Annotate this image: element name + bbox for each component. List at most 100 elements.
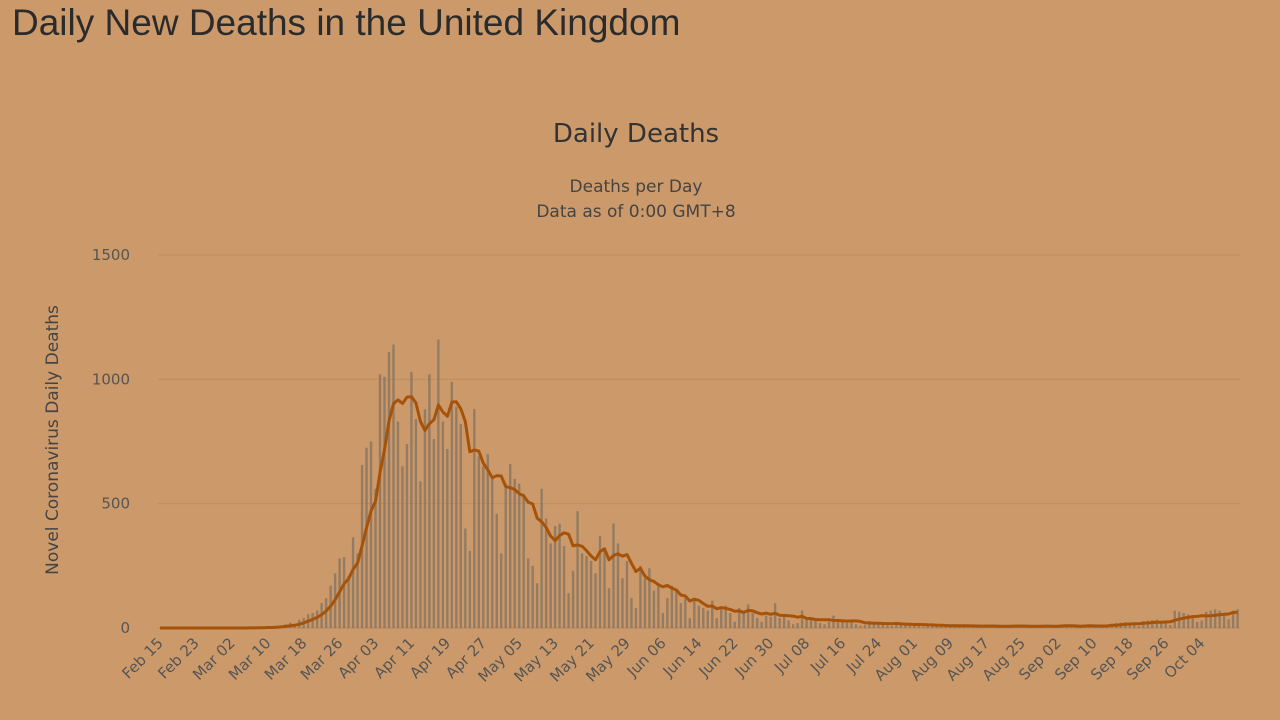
y-tick-label: 500: [101, 495, 130, 513]
bar: [598, 535, 602, 628]
chart-subtitle-1: Deaths per Day: [570, 177, 703, 197]
bar: [836, 619, 840, 628]
bar: [872, 621, 876, 628]
bar: [562, 545, 566, 628]
bar: [522, 493, 525, 628]
bar: [778, 618, 781, 628]
bar: [396, 421, 400, 628]
bar: [1204, 611, 1208, 628]
bar: [1164, 623, 1167, 628]
bar: [531, 565, 534, 628]
bar: [702, 608, 705, 628]
bar: [980, 627, 983, 628]
bar: [1169, 625, 1172, 628]
bar: [949, 626, 952, 628]
bar: [845, 623, 849, 628]
bar: [446, 448, 449, 628]
bar: [1187, 614, 1190, 628]
bar: [724, 605, 727, 628]
bar: [877, 623, 880, 628]
bar: [432, 439, 436, 628]
bar: [342, 557, 346, 628]
bar: [1137, 626, 1141, 628]
bar: [612, 523, 615, 628]
bar: [791, 624, 795, 628]
y-tick-label: 1000: [92, 370, 130, 388]
bar: [383, 376, 386, 628]
bar: [365, 447, 368, 628]
bar: [486, 453, 489, 628]
x-tick-label: Jul 08: [770, 634, 813, 677]
bar: [661, 613, 665, 628]
bar: [1160, 623, 1163, 628]
bar: [374, 488, 377, 628]
bar: [324, 598, 328, 628]
bar: [787, 620, 790, 628]
bar: [908, 624, 912, 628]
bar: [1070, 626, 1073, 628]
bar: [428, 374, 431, 628]
bar: [1227, 619, 1230, 628]
bar: [643, 578, 647, 628]
bar: [769, 616, 772, 628]
bar: [441, 421, 445, 628]
bar: [549, 543, 552, 628]
bar: [414, 419, 418, 628]
chart-title: Daily Deaths: [553, 119, 719, 149]
page-title: Daily New Deaths in the United Kingdom: [12, 2, 681, 43]
chart-subtitle-2: Data as of 0:00 GMT+8: [536, 202, 735, 222]
bar: [818, 623, 822, 628]
bar: [648, 568, 651, 628]
y-tick-label: 0: [120, 619, 130, 637]
bar: [922, 626, 925, 628]
bar: [351, 537, 355, 628]
bar: [895, 623, 898, 628]
bar: [913, 625, 916, 628]
bar: [594, 573, 597, 628]
bar: [697, 605, 700, 628]
bar: [746, 604, 750, 628]
bar: [509, 463, 512, 628]
bar: [625, 560, 629, 628]
bar: [688, 618, 692, 628]
bar: [1209, 610, 1212, 628]
bar: [410, 371, 413, 628]
bar: [711, 600, 714, 628]
bar: [540, 488, 543, 628]
bar: [580, 553, 584, 628]
bar: [823, 624, 826, 628]
bar: [535, 583, 539, 628]
bar: [675, 590, 678, 628]
bar: [369, 441, 373, 628]
bar: [477, 456, 480, 628]
bar: [742, 610, 745, 628]
bar: [814, 620, 817, 628]
bar: [796, 623, 799, 628]
bar: [567, 593, 570, 628]
bar: [684, 598, 687, 628]
bar: [720, 609, 723, 628]
bar: [764, 615, 768, 628]
bar: [437, 339, 440, 628]
bar: [666, 598, 669, 628]
bar: [760, 621, 763, 628]
bar: [944, 626, 947, 628]
bar: [904, 623, 907, 628]
bar: [1128, 623, 1132, 628]
bar: [450, 381, 454, 628]
bar: [603, 550, 606, 628]
bar: [1231, 610, 1235, 628]
bar: [630, 598, 633, 628]
bar: [473, 409, 476, 628]
bar: [1218, 610, 1221, 628]
bar: [544, 518, 548, 628]
bar: [890, 626, 894, 628]
bar: [1074, 627, 1078, 628]
bar: [616, 543, 620, 628]
bar: [782, 614, 786, 628]
x-tick-label: Jun 14: [659, 634, 706, 681]
bar: [1182, 613, 1185, 628]
bar: [1191, 618, 1194, 628]
bar: [670, 585, 674, 628]
